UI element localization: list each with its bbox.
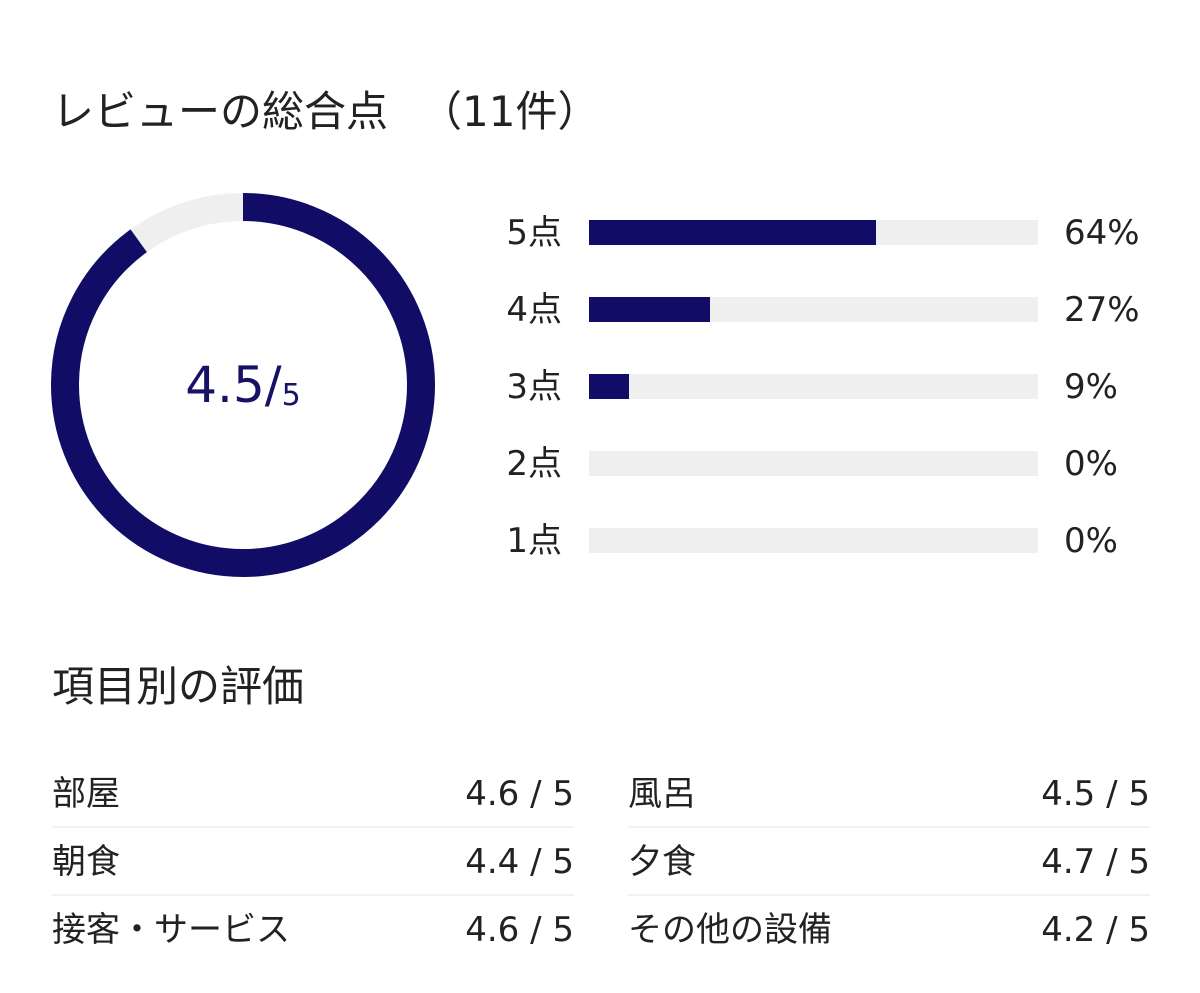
review-count: （11件） <box>420 87 600 136</box>
rating-bar-track <box>589 374 1038 399</box>
category-name: 部屋 <box>52 774 120 814</box>
category-name: その他の設備 <box>628 910 832 950</box>
category-column-right: 風呂 4.5 / 5 夕食 4.7 / 5 その他の設備 4.2 / 5 <box>628 760 1150 962</box>
rating-label: 3点 <box>506 367 562 407</box>
category-row: 風呂 4.5 / 5 <box>628 760 1150 828</box>
rating-distribution: 5点 64% 4点 27% 3点 9% 2点 0% 1点 0% <box>490 205 1160 590</box>
rating-row-4: 4点 27% <box>490 282 1160 359</box>
category-ratings-title: 項目別の評価 <box>52 662 305 711</box>
overall-score-label: 4.5/5 <box>50 192 436 578</box>
rating-bar-track <box>589 297 1038 322</box>
category-name: 朝食 <box>52 842 120 882</box>
category-row: 夕食 4.7 / 5 <box>628 828 1150 896</box>
category-row: 朝食 4.4 / 5 <box>52 828 574 896</box>
rating-percent: 0% <box>1064 521 1118 561</box>
category-score: 4.2 / 5 <box>1041 910 1150 950</box>
rating-row-3: 3点 9% <box>490 359 1160 436</box>
rating-row-1: 1点 0% <box>490 513 1160 590</box>
rating-bar-fill <box>589 297 711 322</box>
rating-label: 5点 <box>506 213 562 253</box>
category-column-left: 部屋 4.6 / 5 朝食 4.4 / 5 接客・サービス 4.6 / 5 <box>52 760 574 962</box>
review-summary-title: レビューの総合点 （11件） <box>52 80 599 144</box>
overall-score-max: 5 <box>281 377 301 413</box>
rating-label: 4点 <box>506 290 562 330</box>
score-ring-fill <box>51 193 435 577</box>
category-row: 接客・サービス 4.6 / 5 <box>52 896 574 962</box>
category-score: 4.4 / 5 <box>465 842 574 882</box>
rating-percent: 64% <box>1064 213 1140 253</box>
rating-bar-track <box>589 220 1038 245</box>
category-score: 4.5 / 5 <box>1041 774 1150 814</box>
category-row: 部屋 4.6 / 5 <box>52 760 574 828</box>
category-score: 4.6 / 5 <box>465 910 574 950</box>
rating-label: 1点 <box>506 521 562 561</box>
category-name: 夕食 <box>628 842 696 882</box>
category-name: 接客・サービス <box>52 910 290 950</box>
rating-row-2: 2点 0% <box>490 436 1160 513</box>
overall-score-ring: 4.5/5 <box>50 192 436 578</box>
rating-percent: 0% <box>1064 444 1118 484</box>
rating-bar-fill <box>589 220 877 245</box>
overall-score-slash: / <box>264 356 282 414</box>
review-summary-title-text: レビューの総合点 <box>52 87 389 136</box>
rating-row-5: 5点 64% <box>490 205 1160 282</box>
category-name: 風呂 <box>628 774 696 814</box>
category-score: 4.6 / 5 <box>465 774 574 814</box>
rating-bar-track <box>589 528 1038 553</box>
rating-percent: 9% <box>1064 367 1118 407</box>
rating-bar-track <box>589 451 1038 476</box>
category-row: その他の設備 4.2 / 5 <box>628 896 1150 962</box>
rating-label: 2点 <box>506 444 562 484</box>
overall-score-value: 4.5 <box>185 356 265 414</box>
score-ring-graphic <box>51 193 435 577</box>
rating-bar-fill <box>589 374 630 399</box>
category-score: 4.7 / 5 <box>1041 842 1150 882</box>
rating-percent: 27% <box>1064 290 1140 330</box>
